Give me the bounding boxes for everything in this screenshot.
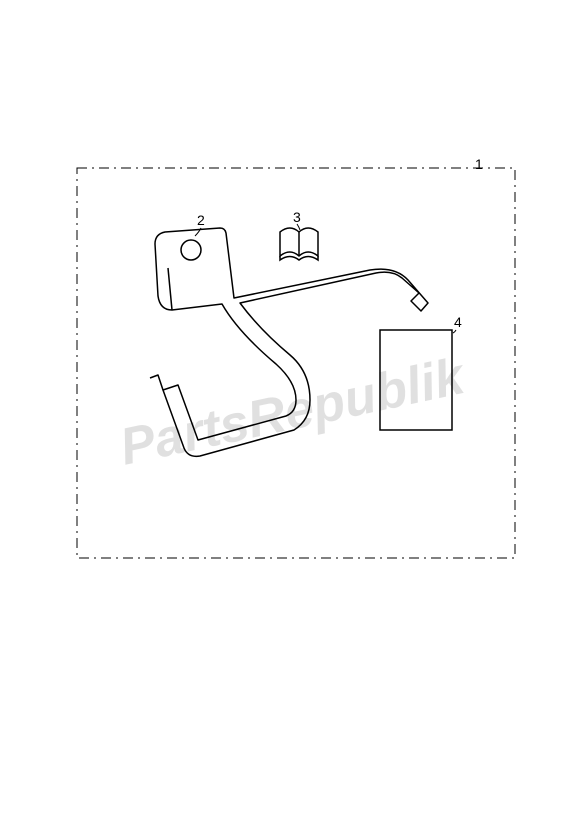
card-part (380, 330, 452, 430)
callout-label-4: 4 (454, 314, 462, 330)
callout-label-1: 1 (475, 156, 483, 172)
diagram-container: 1 2 3 4 PartsRepublik (0, 0, 583, 824)
callout-label-2: 2 (197, 212, 205, 228)
callout-label-3: 3 (293, 209, 301, 225)
manual-icon (280, 228, 318, 260)
diagram-svg (0, 0, 583, 824)
